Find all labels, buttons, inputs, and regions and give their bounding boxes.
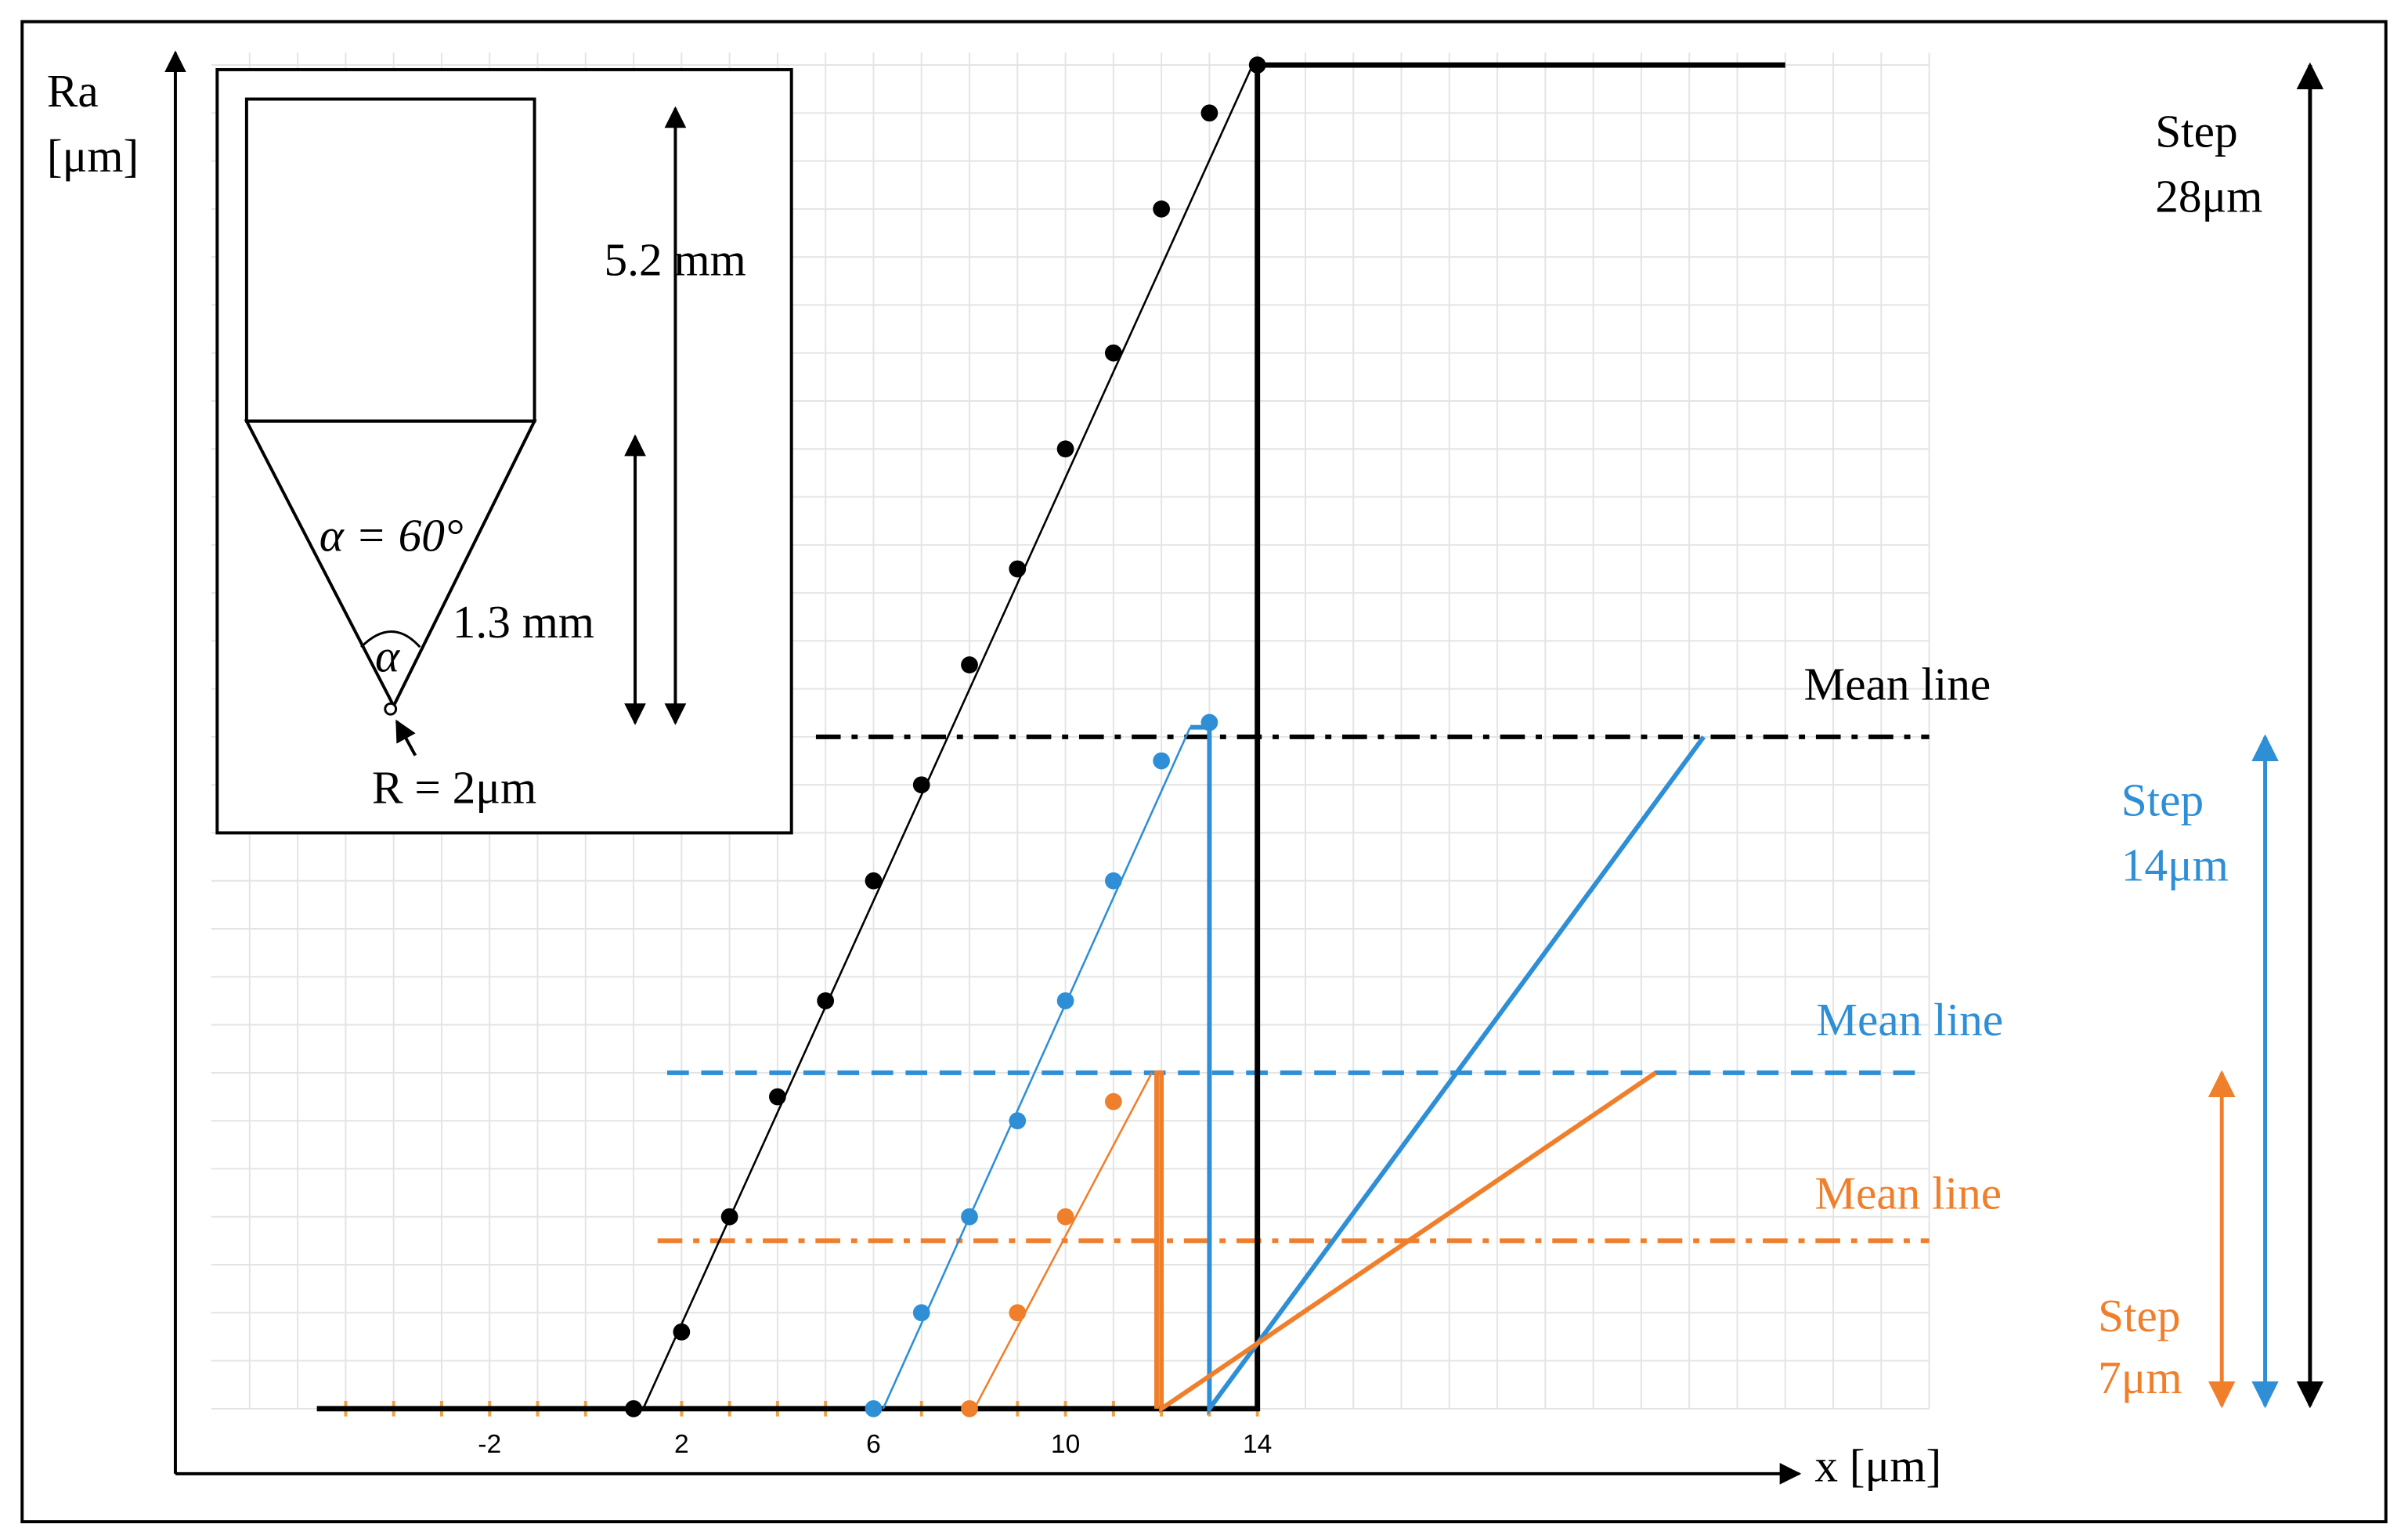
mean-label: Mean line (1803, 658, 1991, 710)
data-point (1104, 872, 1122, 890)
profile (1190, 724, 1706, 1416)
frame (20, 20, 2388, 1524)
x-tick-label: 2 (674, 1430, 689, 1459)
step-label: 7μm (2098, 1352, 2182, 1403)
inset-box (215, 67, 793, 835)
mean-label: Mean line (1816, 994, 2003, 1045)
x-tick-label: 10 (1051, 1430, 1080, 1459)
plot: -2 2 6 10 14 Mean line Step 28μm Mean line Step 14… (316, 56, 2324, 1459)
step-label: 14μm (2121, 840, 2229, 891)
mean-label: Mean line (1814, 1168, 2002, 1219)
x-label: x [μm] (1814, 1440, 1941, 1492)
fit-line (882, 727, 1192, 1410)
angle-arc (360, 630, 421, 648)
data-point (1153, 752, 1171, 770)
data-point (865, 1399, 883, 1417)
data-point (1200, 713, 1218, 731)
data-point (961, 1399, 978, 1417)
data-point (1153, 200, 1171, 218)
fit-line (642, 64, 1254, 1410)
radius-label: R = 2μm (372, 762, 536, 814)
data-point (912, 1304, 930, 1322)
height-label: 5.2 mm (605, 234, 746, 286)
fit-line (973, 1072, 1153, 1410)
profile (316, 62, 1785, 1412)
step-label: Step (2155, 106, 2237, 157)
data-point (1248, 56, 1266, 74)
data-point (1056, 992, 1074, 1009)
angle-symbol: α (375, 630, 401, 682)
pointer-arrow (395, 719, 417, 756)
y-label: Ra (47, 65, 99, 117)
x-tick-label: 6 (866, 1430, 881, 1459)
data-point (961, 656, 978, 673)
step-label: Step (2098, 1290, 2180, 1341)
data-point (1009, 560, 1027, 578)
data-point (625, 1399, 642, 1417)
data-point (1009, 1304, 1027, 1322)
data-point (1056, 440, 1074, 458)
inset: 5.2 mm 1.3 mm α = 60° α R = 2μm (215, 67, 793, 835)
data-point (1200, 104, 1218, 122)
angle-label: α = 60° (320, 509, 464, 561)
data-point (673, 1323, 691, 1341)
profile (1154, 1070, 1657, 1414)
data-point (961, 1208, 978, 1226)
data-point (1056, 1208, 1074, 1226)
y-label: [μm] (47, 130, 139, 182)
data-point (817, 992, 835, 1009)
data-point (1104, 1092, 1122, 1110)
step-label: 28μm (2155, 171, 2262, 222)
data-point (865, 872, 883, 890)
step-label: Step (2121, 775, 2204, 826)
data-point (1009, 1112, 1027, 1130)
data-point (912, 776, 930, 794)
data-point (720, 1208, 738, 1226)
data-point (769, 1088, 786, 1106)
tool-cone (244, 419, 537, 710)
x-tick-label: -2 (478, 1430, 501, 1459)
x-tick-label: 14 (1243, 1430, 1272, 1459)
cone-label: 1.3 mm (453, 596, 594, 648)
tool-tip (384, 702, 398, 716)
data-point (1104, 344, 1122, 362)
